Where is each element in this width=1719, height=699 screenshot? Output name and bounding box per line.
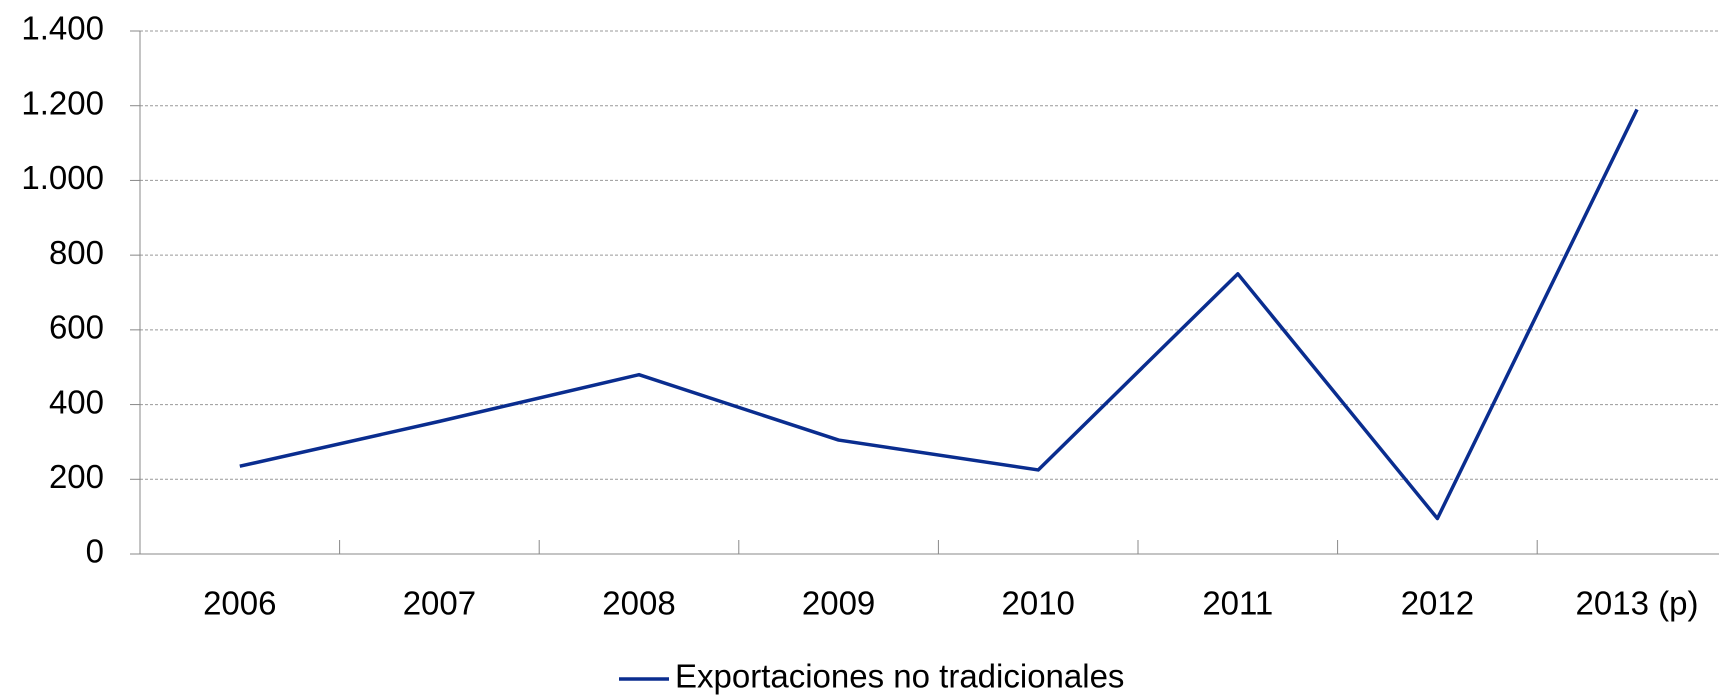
x-tick-label: 2008 <box>602 585 675 622</box>
y-tick-label: 0 <box>86 533 104 570</box>
y-tick-label: 400 <box>49 383 104 420</box>
x-tick-label: 2011 <box>1202 585 1273 622</box>
x-tick-label: 2013 (p) <box>1576 585 1699 622</box>
x-tick-label: 2006 <box>203 585 276 622</box>
line-series <box>239 108 1639 521</box>
y-tick-label: 1.000 <box>21 159 104 196</box>
y-tick-label: 200 <box>49 458 104 495</box>
legend-label: Exportaciones no tradicionales <box>675 658 1124 695</box>
y-tick-label: 800 <box>49 234 104 271</box>
x-tick-label: 2007 <box>403 585 476 622</box>
x-tick-label: 2010 <box>1001 585 1074 622</box>
x-tick-label: 2009 <box>802 585 875 622</box>
y-tick-label: 1.400 <box>21 10 104 47</box>
y-tick-label: 600 <box>49 309 104 346</box>
x-tick-label: 2012 <box>1401 585 1474 622</box>
y-tick-label: 1.200 <box>21 84 104 121</box>
